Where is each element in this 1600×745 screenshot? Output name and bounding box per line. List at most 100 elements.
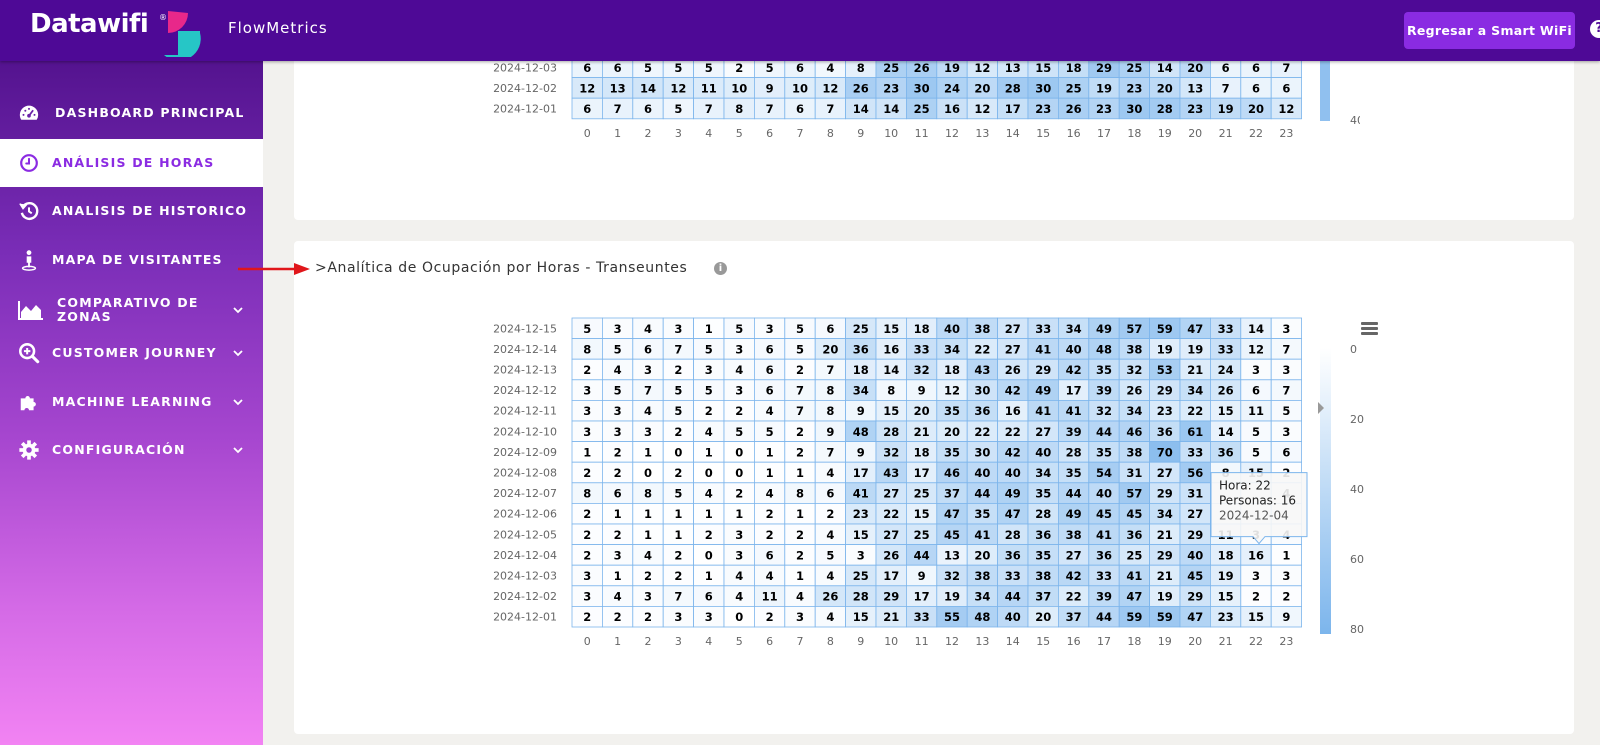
heatmap-cell-label: 3 <box>1282 322 1290 336</box>
heatmap-cell-label: 8 <box>583 487 591 501</box>
heatmap-cell-label: 29 <box>883 590 899 604</box>
heatmap-cell-label: 49 <box>1066 507 1082 521</box>
heatmap-cell-label: 23 <box>883 81 899 95</box>
y-axis-label: 2024-12-11 <box>493 405 557 418</box>
heatmap-cell-label: 20 <box>974 548 990 562</box>
sidebar-item-machine-learning[interactable]: MACHINE LEARNING <box>0 378 263 426</box>
heatmap-cell-label: 15 <box>1218 590 1234 604</box>
heatmap-cell-label: 44 <box>1066 487 1082 501</box>
heatmap-cell-label: 0 <box>705 548 713 562</box>
heatmap-cell-label: 34 <box>944 342 960 356</box>
heatmap-cell-label: 45 <box>1187 569 1203 583</box>
section-title: >Analítica de Ocupación por Horas - Tran… <box>315 260 688 276</box>
heatmap-cell-label: 2 <box>614 445 622 459</box>
heatmap-cell-label: 5 <box>1252 445 1260 459</box>
heatmap-cell-label: 5 <box>766 61 774 75</box>
heatmap-cell-label: 0 <box>644 466 652 480</box>
x-axis-label: 5 <box>736 127 743 140</box>
heatmap-chart-top: 2024-12-03 6 6 5 5 5 2 5 6 4 8 25 26 19 12 13 15 18 29 25 14… <box>493 55 1360 140</box>
heatmap-cell-label: 3 <box>583 590 591 604</box>
heatmap-cell-label: 7 <box>1222 81 1230 95</box>
x-axis-label: 9 <box>857 635 864 648</box>
sidebar-item-customer-journey[interactable]: CUSTOMER JOURNEY <box>0 329 263 377</box>
heatmap-cell-label: 6 <box>1222 61 1230 75</box>
heatmap-cell-label: 2 <box>583 548 591 562</box>
heatmap-cell-label: 38 <box>1035 569 1051 583</box>
heatmap-cell-label: 35 <box>1035 548 1051 562</box>
heatmap-cell-label: 18 <box>944 363 960 377</box>
heatmap-cell-label: 37 <box>1035 590 1051 604</box>
heatmap-cell-label: 13 <box>1005 61 1021 75</box>
sidebar-item-label-line1: COMPARATIVO DE <box>57 295 199 310</box>
sidebar-item-label-line2: ZONAS <box>57 309 112 324</box>
sidebar-item-analisis-de-historico[interactable]: ANALISIS DE HISTORICO <box>0 187 263 235</box>
help-circle-icon[interactable]: ? <box>1590 20 1600 38</box>
heatmap-cell-label: 29 <box>1035 363 1051 377</box>
heatmap-cell-label: 21 <box>883 610 899 624</box>
heatmap-cell-label: 6 <box>644 342 652 356</box>
heatmap-cell-label: 17 <box>1066 384 1082 398</box>
heatmap-cell-label: 2 <box>583 466 591 480</box>
clock-icon <box>20 154 38 172</box>
x-axis-label: 22 <box>1249 635 1263 648</box>
heatmap-cell-label: 7 <box>826 363 834 377</box>
heatmap-cell-label: 1 <box>705 445 713 459</box>
sidebar-item-dashboard-principal[interactable]: DASHBOARD PRINCIPAL <box>0 89 263 137</box>
colorbar-tick-label: 20 <box>1350 413 1364 426</box>
heatmap-cell-label: 14 <box>853 102 869 116</box>
info-icon[interactable]: i <box>714 262 727 275</box>
hamburger-menu-line <box>1361 322 1378 325</box>
sidebar-item-analisis-de-horas[interactable]: ANÁLISIS DE HORAS <box>0 139 263 187</box>
x-axis-label: 12 <box>945 635 959 648</box>
heatmap-cell-label: 5 <box>674 102 682 116</box>
heatmap-cell-label: 61 <box>1187 425 1203 439</box>
heatmap-cell-label: 41 <box>1066 404 1082 418</box>
heatmap-cell-label: 2 <box>796 363 804 377</box>
sidebar-item-configuracion[interactable]: CONFIGURACIÓN <box>0 426 263 474</box>
sidebar: DASHBOARD PRINCIPAL ANÁLISIS DE HORAS AN… <box>0 61 263 745</box>
heatmap-cell-label: 1 <box>614 569 622 583</box>
heatmap-cell-label: 2 <box>766 610 774 624</box>
heatmap-cell-label: 6 <box>1282 445 1290 459</box>
x-axis-label: 0 <box>584 127 591 140</box>
heatmap-cell-label: 34 <box>974 590 990 604</box>
x-axis-label: 15 <box>1036 127 1050 140</box>
x-axis-label: 12 <box>945 127 959 140</box>
x-axis-label: 11 <box>915 127 929 140</box>
tooltip-line: Hora: 22 <box>1219 479 1271 493</box>
x-axis-label: 19 <box>1158 127 1172 140</box>
heatmap-cell-label: 41 <box>1035 342 1051 356</box>
heatmap-cell-label: 22 <box>974 342 990 356</box>
x-axis-label: 8 <box>827 635 834 648</box>
heatmap-cell-label: 2 <box>674 569 682 583</box>
heatmap-cell-label: 14 <box>1157 61 1173 75</box>
heatmap-cell-label: 27 <box>1035 425 1051 439</box>
heatmap-cell-label: 1 <box>1282 548 1290 562</box>
heatmap-cell-label: 6 <box>614 487 622 501</box>
hamburger-menu-icon[interactable] <box>1361 322 1378 335</box>
heatmap-cell-label: 0 <box>735 445 743 459</box>
heatmap-cell-label: 29 <box>1187 590 1203 604</box>
heatmap-cell-label: 32 <box>883 445 899 459</box>
heatmap-cell-label: 32 <box>944 569 960 583</box>
x-axis-label: 20 <box>1188 127 1202 140</box>
heatmap-cell-label: 20 <box>1035 610 1051 624</box>
heatmap-cell-label: 27 <box>1187 507 1203 521</box>
sidebar-item-mapa-de-visitantes[interactable]: MAPA DE VISITANTES <box>0 236 263 284</box>
sidebar-item-comparativo-de-zonas[interactable]: COMPARATIVO DE ZONAS <box>0 286 263 334</box>
back-to-smart-wifi-button[interactable]: Regresar a Smart WiFi <box>1404 12 1575 49</box>
heatmap-cell-label: 57 <box>1126 487 1142 501</box>
heatmap-cell-label: 3 <box>583 425 591 439</box>
sidebar-item-label: MAPA DE VISITANTES <box>52 252 223 267</box>
heatmap-cell-label: 11 <box>762 590 778 604</box>
app-title: FlowMetrics <box>228 19 328 37</box>
search-plus-icon <box>19 343 40 364</box>
heatmap-cell-label: 5 <box>735 425 743 439</box>
heatmap-cell-label: 5 <box>674 61 682 75</box>
heatmap-cell-label: 2 <box>735 404 743 418</box>
heatmap-cell-label: 2 <box>766 528 774 542</box>
x-axis-label: 21 <box>1219 127 1233 140</box>
heatmap-cell-label: 6 <box>766 548 774 562</box>
heatmap-cell-label: 30 <box>974 384 990 398</box>
